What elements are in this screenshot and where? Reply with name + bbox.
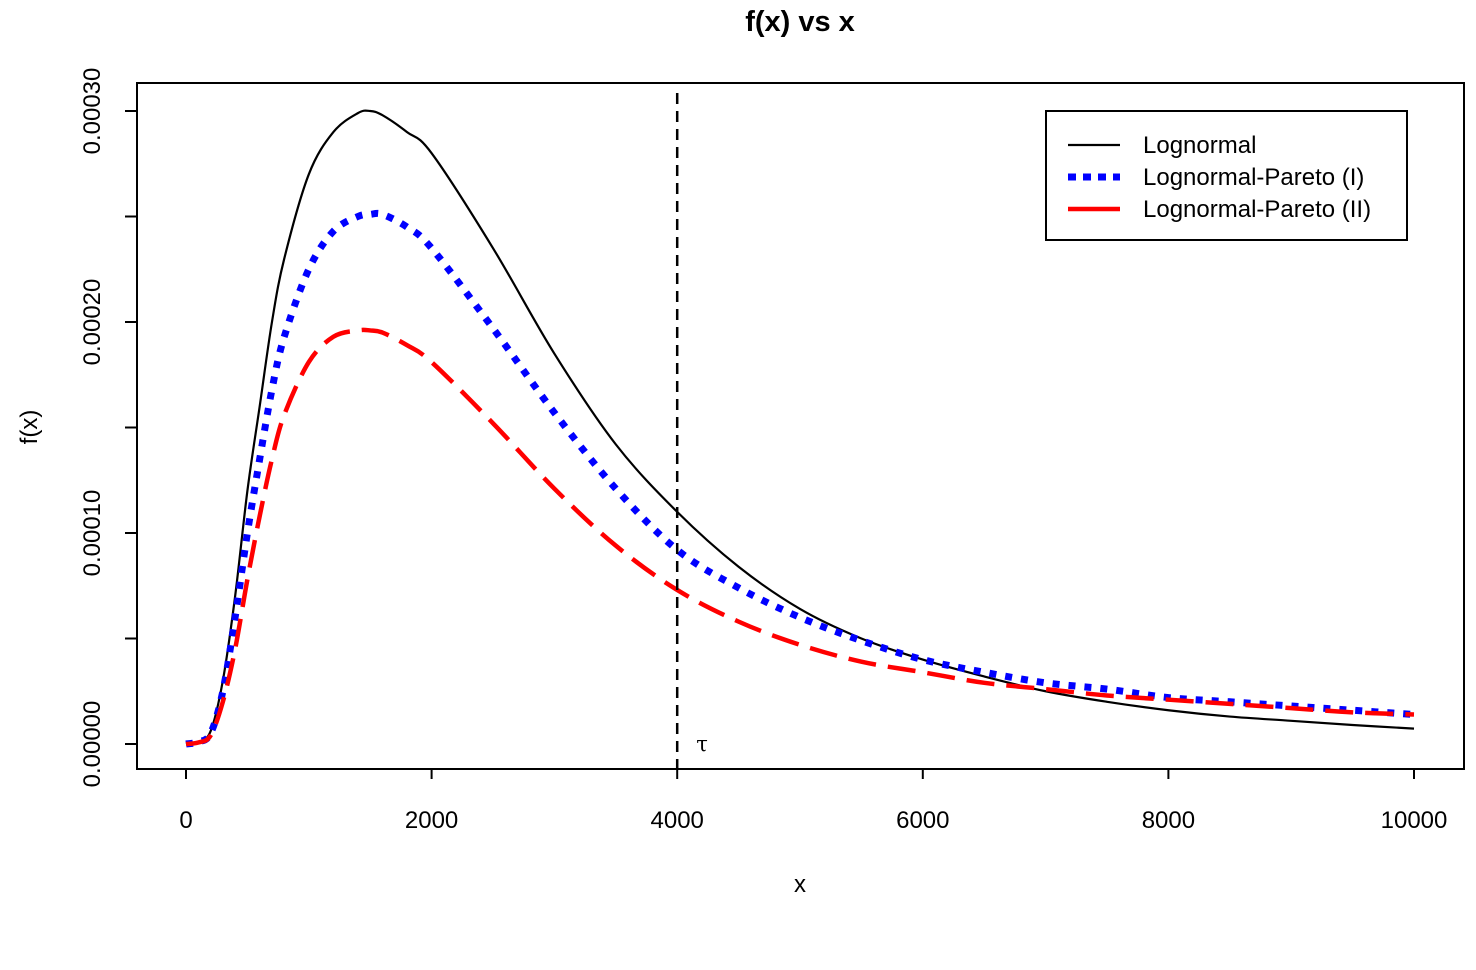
y-tick-label: 0.00010 xyxy=(79,490,106,577)
x-tick-label: 10000 xyxy=(1381,807,1448,834)
legend-label: Lognormal-Pareto (II) xyxy=(1143,196,1371,223)
x-tick-label: 4000 xyxy=(651,807,704,834)
legend-label: Lognormal xyxy=(1143,132,1256,159)
x-axis-label: x xyxy=(794,871,806,898)
plot-frame xyxy=(136,82,1465,770)
axes: 0 2000 4000 6000 8000 10000 0.00000 0.00010 0.00… xyxy=(79,68,1447,834)
series-line-1 xyxy=(185,109,1415,746)
y-tick-label: 0.00020 xyxy=(79,279,106,366)
x-tick-label: 8000 xyxy=(1142,807,1195,834)
x-tick-label: 0 xyxy=(179,807,192,834)
series-line-3 xyxy=(185,327,1415,747)
y-tick-label: 0.00000 xyxy=(79,701,106,788)
legend-label: Lognormal-Pareto (I) xyxy=(1143,164,1364,191)
legend: Lognormal Lognormal-Pareto (I) Lognormal-P… xyxy=(1045,110,1408,241)
x-tick-label: 2000 xyxy=(405,807,458,834)
y-axis-label: f(x) xyxy=(16,410,43,445)
x-tick-label: 6000 xyxy=(896,807,949,834)
legend-box xyxy=(1045,110,1408,241)
chart-title: f(x) vs x xyxy=(745,6,855,38)
tau-label: τ xyxy=(696,732,708,756)
series-line-2 xyxy=(185,209,1415,748)
y-tick-label: 0.00030 xyxy=(79,68,106,155)
series-layer: τ xyxy=(185,93,1415,769)
